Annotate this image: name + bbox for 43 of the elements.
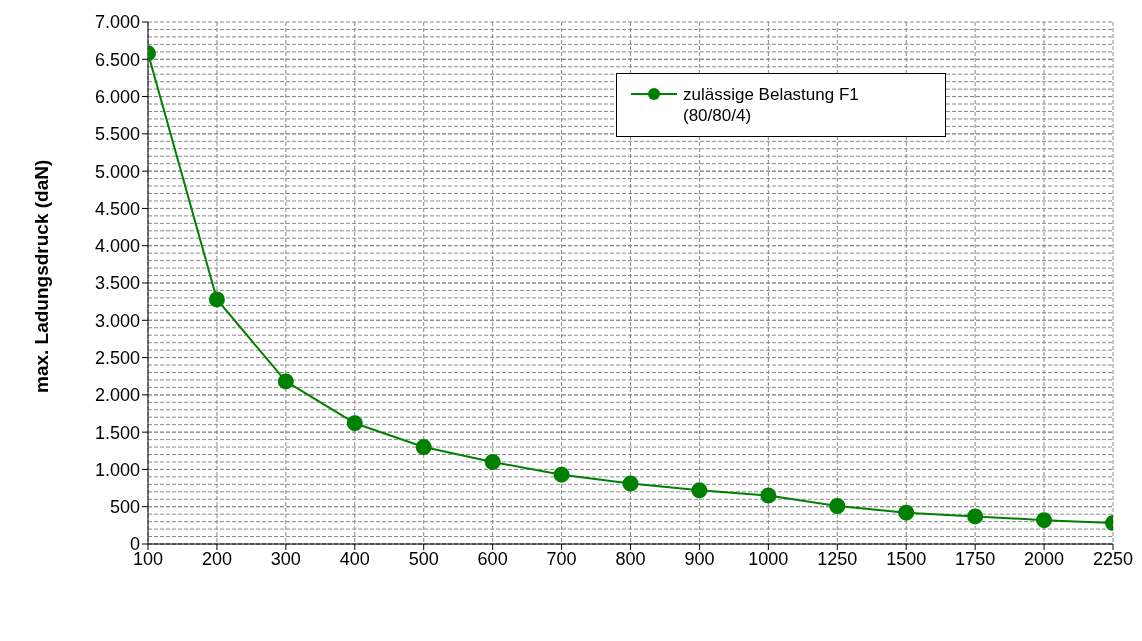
- point: [829, 497, 846, 514]
- x-tick-label: 400: [339, 548, 370, 569]
- y-tick-label: 3.500: [94, 273, 140, 294]
- legend-label: zulässige Belastung F1 (80/80/4): [683, 84, 860, 126]
- y-tick-label: 1.000: [94, 459, 140, 480]
- y-tick-label: 7.000: [94, 12, 140, 33]
- point: [277, 373, 294, 390]
- point: [898, 504, 915, 521]
- x-tick-label: 1250: [817, 548, 858, 569]
- point: [415, 439, 432, 456]
- point: [622, 475, 639, 492]
- y-tick-label: 4.000: [94, 236, 140, 257]
- point: [691, 482, 708, 499]
- x-tick-label: 900: [684, 548, 715, 569]
- y-tick-label: 6.500: [94, 49, 140, 70]
- x-tick-label: 800: [615, 548, 646, 569]
- y-axis-title: max. Ladungsdruck (daN): [30, 159, 52, 393]
- y-tick-label: 6.000: [94, 86, 140, 107]
- x-tick-label: 1750: [955, 548, 996, 569]
- y-tick-label: 2.000: [94, 385, 140, 406]
- y-tick-label: 5.000: [94, 161, 140, 182]
- y-tick-label: 3.000: [94, 310, 140, 331]
- x-tick-label: 2000: [1024, 548, 1065, 569]
- y-tick-label: 5.500: [94, 124, 140, 145]
- y-tick-label: 4.500: [94, 198, 140, 219]
- point: [553, 466, 570, 483]
- point: [346, 415, 363, 432]
- x-tick-label: 700: [546, 548, 577, 569]
- x-tick-label: 1500: [886, 548, 927, 569]
- x-tick-label: 600: [477, 548, 508, 569]
- point: [760, 487, 777, 504]
- x-tick-label: 300: [270, 548, 301, 569]
- point: [484, 453, 501, 470]
- x-tick-label: 500: [408, 548, 439, 569]
- point: [208, 291, 225, 308]
- y-tick-label: 1.500: [94, 422, 140, 443]
- point: [1036, 512, 1053, 529]
- x-tick-label: 2250: [1092, 548, 1134, 569]
- point: [967, 508, 984, 525]
- x-tick-label: 1000: [748, 548, 789, 569]
- x-tick-label: 200: [201, 548, 232, 569]
- y-tick-label: 500: [109, 497, 140, 518]
- y-tick-label: 2.500: [94, 347, 140, 368]
